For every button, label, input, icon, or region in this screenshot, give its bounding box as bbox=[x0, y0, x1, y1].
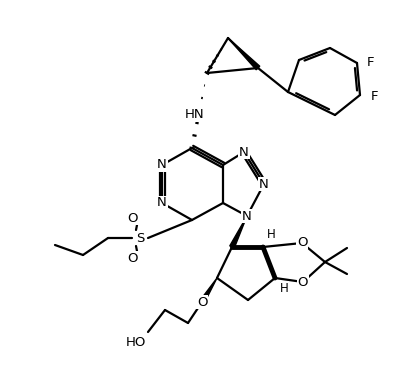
Text: O: O bbox=[128, 252, 138, 264]
Text: N: N bbox=[157, 159, 167, 171]
Polygon shape bbox=[228, 38, 260, 70]
Text: O: O bbox=[298, 276, 308, 288]
Text: F: F bbox=[370, 91, 378, 103]
Text: H: H bbox=[280, 282, 288, 294]
Polygon shape bbox=[230, 216, 247, 248]
Text: F: F bbox=[367, 56, 375, 70]
Text: N: N bbox=[259, 177, 269, 191]
Text: O: O bbox=[128, 211, 138, 224]
Text: S: S bbox=[136, 232, 144, 244]
Text: O: O bbox=[297, 237, 307, 250]
Text: N: N bbox=[157, 197, 167, 209]
Text: N: N bbox=[239, 146, 249, 159]
Text: HN: HN bbox=[185, 109, 205, 121]
Text: O: O bbox=[197, 296, 207, 308]
Text: H: H bbox=[267, 229, 275, 241]
Text: N: N bbox=[242, 209, 252, 223]
Text: HO: HO bbox=[126, 335, 146, 349]
Polygon shape bbox=[200, 278, 217, 303]
